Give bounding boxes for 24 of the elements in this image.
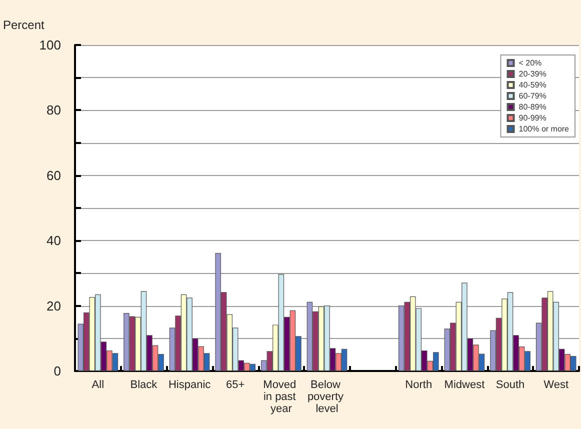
y-axis-title: Percent xyxy=(3,18,46,32)
legend-label: 90-99% xyxy=(518,114,546,122)
y-tick-label: 40 xyxy=(46,233,61,248)
x-tick-label: Moved in past year xyxy=(263,379,300,415)
legend-label: 100% or more xyxy=(518,124,570,134)
y-tick-label: 80 xyxy=(46,102,61,118)
x-tick-label: South xyxy=(496,379,525,391)
x-tick-label: Below poverty level xyxy=(307,379,347,415)
y-tick-label: 20 xyxy=(46,298,61,314)
legend-label: < 20% xyxy=(518,58,542,68)
x-tick-label: 65+ xyxy=(226,379,245,391)
x-tick-label: Black xyxy=(130,379,158,391)
legend-label: 40-59% xyxy=(518,80,546,90)
x-tick-label: North xyxy=(405,379,432,391)
y-tick-label: 0 xyxy=(54,364,61,378)
y-tick-label: 60 xyxy=(46,168,61,183)
legend-label: 80-89% xyxy=(518,102,546,112)
legend-label: 20-39% xyxy=(518,70,546,78)
x-tick-label: Midwest xyxy=(444,379,485,391)
x-tick-label: All xyxy=(92,379,104,391)
legend-label: 60-79% xyxy=(518,92,546,100)
x-tick-label: West xyxy=(544,379,569,391)
y-tick-label: 100 xyxy=(39,38,61,52)
x-tick-label: Hispanic xyxy=(168,379,212,391)
